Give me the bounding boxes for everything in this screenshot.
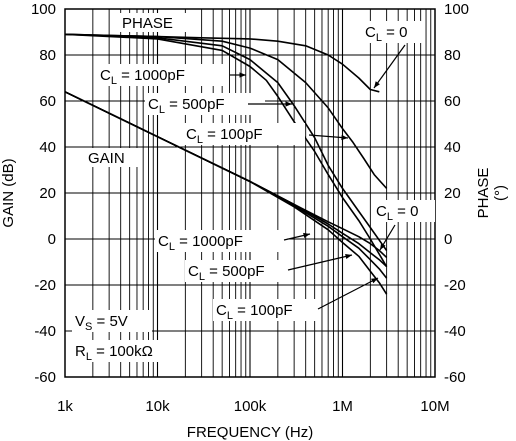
right-y-tick-label: 0 (444, 231, 452, 248)
x-axis-title: FREQUENCY (Hz) (187, 424, 313, 441)
gain-cl-100-arrow-shaft (317, 277, 379, 310)
x-tick-label: 1k (57, 398, 73, 415)
right-y-tick-label: -40 (444, 323, 466, 340)
gain-cl-500-arrow-shaft (287, 254, 353, 271)
phase-cl-100-label: CL = 100pF (186, 126, 263, 146)
gain-cl-0-bg (373, 200, 435, 222)
right-y-tick-label: 20 (444, 185, 461, 202)
gain-cl-0-label: CL = 0 (376, 203, 418, 223)
left-y-tick-label: 20 (39, 185, 56, 202)
left-y-tick-label: 0 (48, 231, 56, 248)
left-y-axis-title: GAIN (dB) (0, 158, 17, 227)
right-y-tick-label: -60 (444, 369, 466, 386)
phase-cl-1000-label: CL = 1000pF (100, 67, 185, 87)
x-tick-label: 10M (420, 398, 449, 415)
gain-cl-1000-arrow-head (303, 232, 310, 238)
gain-cl-500-bg (185, 260, 289, 282)
gain-cl-500-arrow-head (345, 254, 352, 259)
right-y-tick-label: -20 (444, 277, 466, 294)
gain-cl-100-arrow-head (371, 278, 378, 284)
phase-cl-0-label: CL = 0 (365, 24, 407, 44)
series-line-phase-4 (64, 33, 388, 268)
left-y-tick-label: 80 (39, 47, 56, 64)
right-y-tick-label: 60 (444, 93, 461, 110)
annotations: PHASE GAIN CL = 0 CL = 1000pF CL = 500pF CL… (72, 13, 435, 363)
right-y-tick-label: 100 (444, 1, 469, 18)
phase-cl-500-arrow-head (285, 101, 292, 107)
phase-cl-1000-arrow-head (239, 72, 246, 78)
left-y-tick-label: 40 (39, 139, 56, 156)
phase-cl-100-bg (183, 123, 305, 145)
gain-cl-1000-label: CL = 1000pF (158, 233, 243, 253)
phase-cl-500-bg (145, 93, 265, 115)
x-tick-label: 10k (145, 398, 170, 415)
left-y-tick-label: 100 (31, 1, 56, 18)
rl-label: RL = 100kΩ (75, 343, 153, 363)
series-line-phase-1 (64, 33, 380, 93)
gain-cl-500-label: CL = 500pF (188, 263, 265, 283)
phase-cl-500-label: CL = 500pF (148, 96, 225, 116)
series-line-phase-3 (64, 33, 388, 251)
series-line-gain-4 (64, 91, 388, 295)
gain-cl-100-bg (213, 299, 319, 321)
right-y-tick-label: 40 (444, 139, 461, 156)
phase-cl-0-arrow-shaft (373, 44, 406, 89)
phase-cl-0-arrow-head (374, 81, 380, 88)
phase-label: PHASE (122, 15, 173, 32)
gain-label-bg (86, 148, 138, 167)
phase-cl-1000-bg (97, 64, 227, 86)
x-tick-label: 1M (332, 398, 353, 415)
left-y-tick-label: -60 (34, 369, 56, 386)
vs-label: VS = 5V (75, 313, 128, 333)
phase-label-bg (119, 13, 188, 32)
right-y-axis-unit: (°) (492, 185, 509, 201)
plot-frame (64, 8, 436, 378)
left-y-tick-label: 60 (39, 93, 56, 110)
phase-cl-0-bg (362, 21, 424, 43)
left-y-tick-label: -20 (34, 277, 56, 294)
series-group (64, 33, 388, 295)
tick-labels: 1k 10k 100k 1M 10M 100 80 60 40 20 0 -20 -40 -60 100 80… (31, 1, 469, 415)
vs-bg (72, 310, 152, 332)
x-tick-label: 100k (234, 398, 267, 415)
left-y-tick-label: -40 (34, 323, 56, 340)
rl-bg (72, 340, 184, 362)
gain-cl-0-arrow-head (380, 243, 386, 250)
right-y-tick-label: 80 (444, 47, 461, 64)
right-y-axis-title: PHASE (475, 168, 492, 219)
gain-label: GAIN (88, 150, 125, 167)
gain-cl-1000-bg (155, 230, 287, 252)
series-line-phase-2 (64, 33, 388, 189)
phase-cl-100-arrow-head (341, 134, 348, 141)
gain-cl-100-label: CL = 100pF (216, 302, 293, 322)
